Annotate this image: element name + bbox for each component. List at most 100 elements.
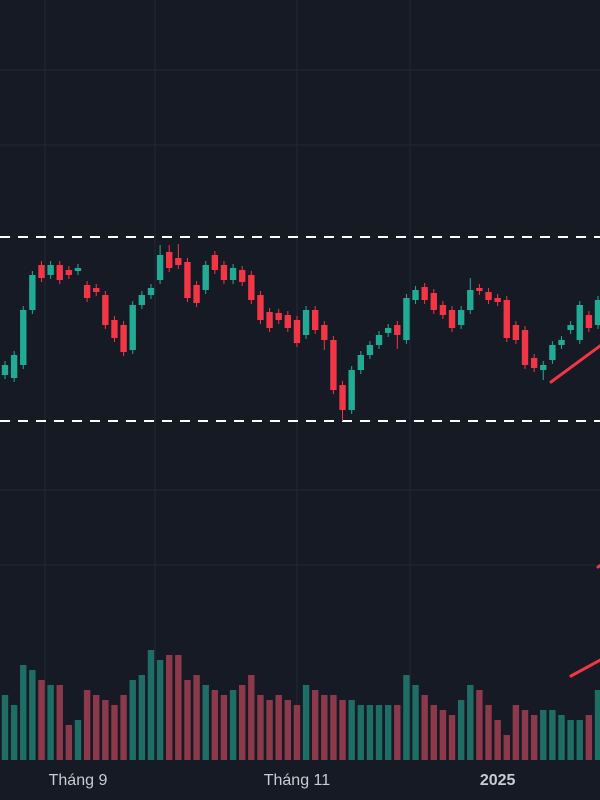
volume-bar <box>1 695 9 760</box>
volume-bar <box>129 680 136 760</box>
volume-bar <box>202 685 209 760</box>
candle-body <box>448 310 456 328</box>
candle-body <box>403 298 410 340</box>
volume-bar <box>357 705 364 760</box>
candle-body <box>485 292 492 300</box>
candle-body <box>594 300 600 325</box>
candle-body <box>138 295 146 305</box>
candle-body <box>540 365 547 370</box>
candle-body <box>211 255 219 270</box>
volume-bar <box>576 720 583 760</box>
candle-body <box>457 310 465 325</box>
volume-bar <box>494 720 501 760</box>
candle-body <box>375 335 383 345</box>
candle-body <box>476 288 483 291</box>
x-tick-label: Tháng 9 <box>49 772 108 789</box>
candle-body <box>521 330 529 365</box>
candle-body <box>302 310 310 335</box>
candle-body <box>549 345 556 360</box>
volume-bar <box>20 665 27 760</box>
volume-bar <box>476 690 483 760</box>
candle-body <box>567 325 574 330</box>
candle-body <box>412 290 419 300</box>
trend-line <box>569 658 600 678</box>
plot-area <box>0 236 600 760</box>
candle-body <box>111 320 118 338</box>
candle-body <box>202 265 209 290</box>
candle-body <box>147 288 155 295</box>
volume-bar <box>512 705 520 760</box>
candle-body <box>558 340 565 345</box>
candle-body <box>175 258 182 265</box>
volume-bar <box>375 705 383 760</box>
volume-bar <box>521 710 529 760</box>
volume-bar <box>412 685 419 760</box>
candle-body <box>93 288 100 292</box>
candle-body <box>384 328 392 333</box>
volume-bar <box>457 700 465 760</box>
background-grid <box>0 0 600 760</box>
volume-bar <box>284 700 292 760</box>
candle-body <box>439 305 447 315</box>
volume-bar <box>248 675 255 760</box>
candle-body <box>220 265 228 280</box>
volume-bar <box>439 710 447 760</box>
volume-bar <box>175 655 182 760</box>
candle-body <box>65 270 73 275</box>
volume-bar <box>65 725 73 760</box>
candle-body <box>311 310 319 330</box>
volume-bar <box>485 705 492 760</box>
volume-bar <box>239 685 246 760</box>
candle-body <box>83 285 91 298</box>
x-tick-label: 2025 <box>480 772 516 789</box>
candle-body <box>166 252 173 268</box>
candle-body <box>239 270 246 282</box>
candle-body <box>339 385 346 410</box>
volume-bar <box>530 715 538 760</box>
candle-body <box>120 325 127 352</box>
volume-bar <box>330 695 337 760</box>
volume-bar <box>540 710 547 760</box>
volume-bar <box>585 715 593 760</box>
volume-bar <box>220 695 228 760</box>
volume-bar <box>430 705 437 760</box>
volume-bar <box>47 685 54 760</box>
volume-bar <box>403 675 410 760</box>
volume-bar <box>111 705 118 760</box>
volume-bar <box>74 720 82 760</box>
volume-bar <box>147 650 155 760</box>
candle-body <box>330 340 337 390</box>
volume-bar <box>421 695 428 760</box>
volume-bar <box>211 690 219 760</box>
candle-body <box>229 268 237 280</box>
volume-bar <box>339 700 346 760</box>
volume-bar <box>348 700 355 760</box>
volume-bar <box>503 735 510 760</box>
volume-bar <box>558 715 565 760</box>
candle-body <box>494 298 501 302</box>
candle-body <box>421 287 428 300</box>
candle-body <box>357 355 364 370</box>
volume-bar <box>184 680 191 760</box>
candle-body <box>193 285 200 303</box>
candle-body <box>430 293 437 310</box>
volume-bar <box>166 655 173 760</box>
volume-bar <box>594 690 600 760</box>
candle-body <box>503 300 510 338</box>
candle-body <box>321 325 328 340</box>
candle-body <box>248 275 255 300</box>
volume-bar <box>83 690 91 760</box>
volume-bar <box>102 700 109 760</box>
trend-line <box>549 344 600 384</box>
volume-bar <box>549 710 556 760</box>
x-axis <box>0 760 600 800</box>
candle-body <box>530 358 538 368</box>
volume-bar <box>275 695 282 760</box>
trend-line <box>596 563 600 569</box>
candle-body <box>129 305 136 350</box>
volume-bar <box>311 690 319 760</box>
volume-bar <box>56 685 63 760</box>
volume-bar <box>93 695 100 760</box>
